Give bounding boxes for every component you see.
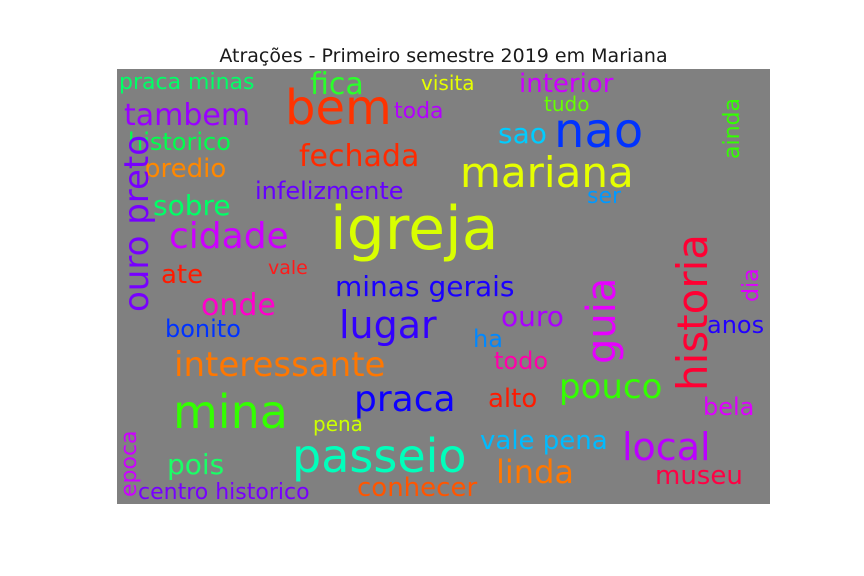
- word-sao: sao: [498, 117, 547, 150]
- word-ainda: ainda: [720, 98, 745, 159]
- word-infelizmente: infelizmente: [255, 177, 404, 205]
- word-cloud: praca minas fica visita interior bem tudo aind…: [117, 69, 770, 504]
- word-nao: nao: [554, 103, 644, 159]
- word-interior: interior: [519, 69, 614, 99]
- word-bem: bem: [285, 80, 392, 136]
- word-predio: predio: [144, 154, 227, 184]
- word-tudo: tudo: [544, 92, 590, 116]
- word-lugar: lugar: [339, 303, 437, 347]
- word-ha: ha: [473, 325, 503, 353]
- word-pena: pena: [313, 412, 363, 436]
- word-toda: toda: [394, 99, 444, 124]
- word-pois: pois: [167, 448, 225, 481]
- chart-title: Atrações - Primeiro semestre 2019 em Mar…: [219, 45, 668, 67]
- word-bonito: bonito: [165, 315, 241, 343]
- word-centro-historico: centro historico: [138, 480, 310, 504]
- word-anos: anos: [707, 311, 765, 339]
- word-fechada: fechada: [299, 139, 420, 174]
- word-dia: dia: [739, 268, 764, 302]
- word-igreja: igreja: [330, 194, 499, 264]
- word-interessante: interessante: [174, 345, 386, 385]
- word-pouco: pouco: [559, 367, 663, 407]
- word-cidade: cidade: [169, 216, 289, 257]
- word-mina: mina: [173, 385, 288, 439]
- word-museu: museu: [655, 461, 743, 491]
- word-onde: onde: [201, 288, 276, 323]
- word-alto: alto: [488, 384, 538, 414]
- word-passeio: passeio: [292, 429, 467, 483]
- word-bela: bela: [703, 393, 755, 421]
- word-guia: guia: [579, 277, 625, 364]
- word-todo: todo: [494, 347, 549, 375]
- word-minas-gerais: minas gerais: [335, 270, 515, 303]
- word-linda: linda: [496, 453, 574, 491]
- word-sobre: sobre: [153, 189, 231, 222]
- word-mariana: mariana: [460, 148, 634, 197]
- word-ouro-preto: ouro preto: [117, 134, 157, 312]
- word-visita: visita: [421, 71, 475, 95]
- word-ate: ate: [161, 260, 204, 290]
- word-historico: historico: [128, 128, 231, 156]
- word-vale: vale: [268, 257, 308, 279]
- word-praca: praca: [354, 379, 456, 420]
- word-tambem: tambem: [124, 98, 251, 133]
- word-praca-minas: praca minas: [119, 70, 255, 95]
- word-local: local: [622, 425, 711, 469]
- word-fica: fica: [310, 69, 364, 102]
- word-ouro: ouro: [501, 300, 564, 333]
- word-vale-pena: vale pena: [480, 426, 608, 456]
- word-ser: ser: [587, 184, 622, 209]
- word-conhecer: conhecer: [357, 473, 478, 503]
